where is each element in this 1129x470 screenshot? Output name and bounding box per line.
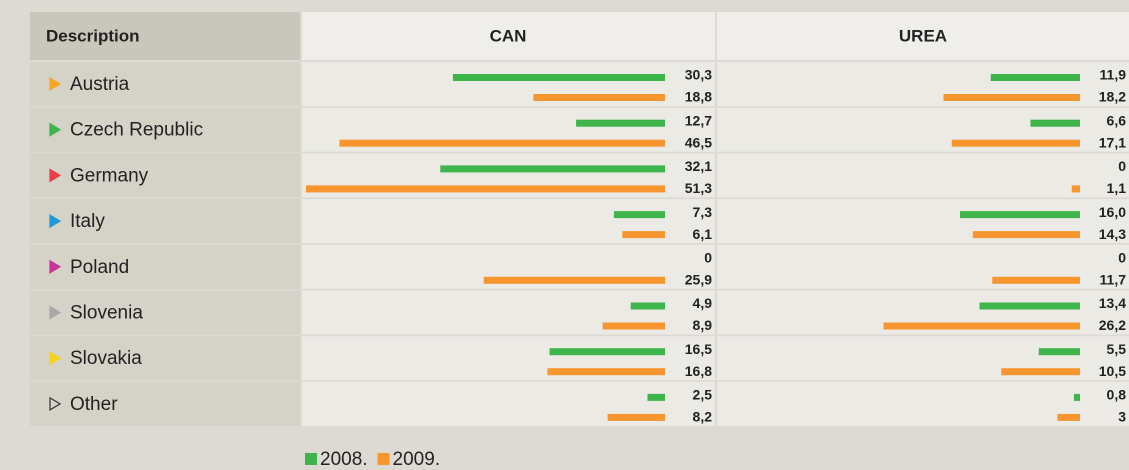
row-label: Italy (70, 211, 105, 232)
legend-swatch (305, 453, 317, 465)
value-label: 26,2 (1099, 317, 1126, 333)
legend-label: 2009. (393, 449, 441, 470)
bar (647, 393, 665, 401)
value-label: 17,1 (1099, 134, 1126, 150)
bar (483, 276, 665, 284)
legend-label: 2008. (320, 449, 368, 470)
bar (992, 276, 1080, 284)
bar (440, 165, 665, 173)
bar (1030, 119, 1080, 127)
value-label: 8,9 (693, 317, 713, 333)
bar (547, 368, 665, 376)
value-label: 12,7 (685, 112, 712, 128)
row-label: Slovenia (70, 303, 143, 324)
value-label: 0 (1118, 158, 1126, 174)
bar (630, 302, 665, 310)
row-label-cell (30, 62, 300, 106)
column-header: CAN (490, 26, 527, 45)
bar (305, 185, 665, 193)
row-label: Poland (70, 257, 129, 278)
row-marker (49, 305, 62, 320)
bar (972, 231, 1080, 239)
value-label: 51,3 (685, 180, 712, 196)
row-label: Czech Republic (70, 120, 203, 141)
bar (979, 302, 1080, 310)
bar (951, 139, 1080, 147)
data-cell (717, 153, 1129, 198)
value-label: 14,3 (1099, 226, 1126, 242)
value-label: 3 (1118, 409, 1126, 425)
bar (1057, 413, 1080, 421)
value-label: 18,8 (685, 89, 712, 105)
row-label-cell (30, 244, 300, 289)
value-label: 5,5 (1107, 341, 1127, 357)
value-label: 30,3 (685, 67, 712, 83)
value-label: 2,5 (693, 387, 713, 403)
row-marker (49, 351, 62, 366)
value-label: 0 (1118, 250, 1126, 266)
value-label: 18,2 (1099, 89, 1126, 105)
value-label: 0 (704, 250, 712, 266)
value-label: 16,8 (685, 363, 712, 379)
bar (990, 74, 1080, 81)
row-marker (49, 122, 62, 137)
bar (602, 322, 665, 330)
bar (943, 94, 1080, 101)
value-label: 6,1 (693, 226, 713, 242)
value-label: 32,1 (685, 158, 712, 174)
value-label: 13,4 (1099, 295, 1126, 311)
column-header: Description (46, 26, 140, 45)
row-label-cell (30, 199, 300, 244)
value-label: 0,8 (1107, 387, 1127, 403)
bar (576, 119, 665, 127)
legend-swatch (377, 453, 390, 465)
value-label: 46,5 (685, 134, 712, 150)
bar (1074, 393, 1080, 401)
row-marker (49, 396, 62, 411)
row-marker (49, 259, 62, 274)
header-cell (717, 12, 1129, 60)
value-label: 11,9 (1100, 67, 1127, 83)
bar (613, 211, 665, 219)
row-label-cell (30, 290, 300, 335)
row-label: Austria (70, 74, 130, 95)
bar (339, 139, 665, 147)
row-label: Other (70, 394, 118, 415)
value-label: 11,7 (1100, 272, 1127, 288)
row-marker (49, 76, 62, 92)
value-label: 16,5 (685, 341, 712, 357)
bar (622, 231, 665, 239)
column-header: UREA (899, 26, 947, 45)
bar (549, 348, 665, 356)
value-label: 4,9 (693, 295, 713, 311)
value-label: 8,2 (693, 409, 713, 425)
row-marker (49, 168, 62, 183)
bar (1071, 185, 1080, 193)
header-cell (30, 12, 300, 60)
bar (1038, 348, 1080, 356)
bar (1001, 368, 1080, 376)
row-label: Slovakia (70, 348, 142, 369)
row-label-cell (30, 107, 300, 152)
value-label: 6,6 (1107, 112, 1127, 128)
value-label: 25,9 (685, 272, 712, 288)
row-label-cell (30, 153, 300, 198)
row-marker (49, 214, 62, 229)
bar (960, 211, 1080, 219)
row-label-cell (30, 381, 300, 426)
header-cell (302, 12, 715, 60)
row-label-cell (30, 336, 300, 381)
bar (452, 74, 665, 81)
value-label: 7,3 (693, 204, 713, 220)
value-label: 16,0 (1099, 204, 1126, 220)
bar (607, 413, 665, 421)
value-label: 10,5 (1099, 363, 1126, 379)
row-label: Germany (70, 165, 149, 186)
bar (533, 94, 665, 101)
bar (883, 322, 1080, 330)
value-label: 1,1 (1107, 180, 1127, 196)
